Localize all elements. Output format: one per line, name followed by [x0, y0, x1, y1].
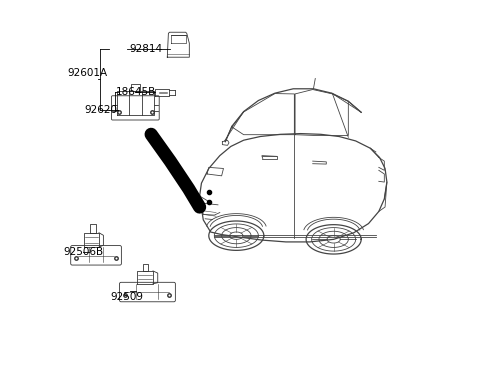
Text: 18645B: 18645B: [116, 87, 156, 97]
Text: 92601A: 92601A: [67, 68, 108, 78]
Text: 92814: 92814: [130, 44, 163, 54]
Text: 92509: 92509: [111, 292, 144, 302]
Text: 92506B: 92506B: [63, 247, 103, 257]
Text: 92620: 92620: [84, 105, 117, 115]
